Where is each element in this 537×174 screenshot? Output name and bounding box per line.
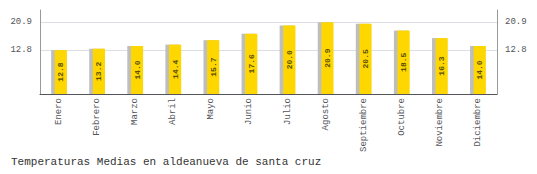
svg-text:15.7: 15.7	[209, 57, 218, 76]
svg-text:12.8: 12.8	[56, 62, 65, 81]
svg-text:13.2: 13.2	[94, 62, 103, 81]
svg-text:20.9: 20.9	[505, 17, 527, 27]
svg-text:Mayo: Mayo	[206, 98, 216, 120]
svg-text:14.4: 14.4	[171, 60, 180, 79]
svg-text:Marzo: Marzo	[130, 98, 140, 125]
svg-text:Temperaturas Medias en aldeanu: Temperaturas Medias en aldeanueva de san…	[11, 156, 321, 168]
svg-text:20.9: 20.9	[10, 17, 32, 27]
svg-text:Enero: Enero	[54, 98, 64, 125]
svg-text:12.8: 12.8	[505, 45, 527, 55]
svg-text:Febrero: Febrero	[92, 98, 102, 136]
svg-text:Junio: Junio	[244, 98, 254, 125]
svg-text:Julio: Julio	[283, 98, 293, 125]
svg-text:14.0: 14.0	[475, 60, 484, 79]
svg-text:14.0: 14.0	[133, 60, 142, 79]
svg-text:18.5: 18.5	[399, 52, 408, 71]
svg-text:Agosto: Agosto	[321, 98, 331, 130]
svg-text:17.6: 17.6	[247, 54, 256, 73]
svg-text:20.0: 20.0	[285, 50, 294, 69]
svg-text:Noviembre: Noviembre	[435, 98, 445, 147]
svg-text:12.8: 12.8	[10, 45, 32, 55]
svg-text:Abril: Abril	[168, 98, 178, 125]
svg-text:16.3: 16.3	[437, 56, 446, 75]
svg-text:20.9: 20.9	[323, 48, 332, 67]
svg-text:Octubre: Octubre	[397, 98, 407, 136]
svg-text:Septiembre: Septiembre	[359, 98, 369, 152]
svg-text:20.5: 20.5	[361, 49, 370, 68]
svg-text:Diciembre: Diciembre	[473, 98, 483, 147]
